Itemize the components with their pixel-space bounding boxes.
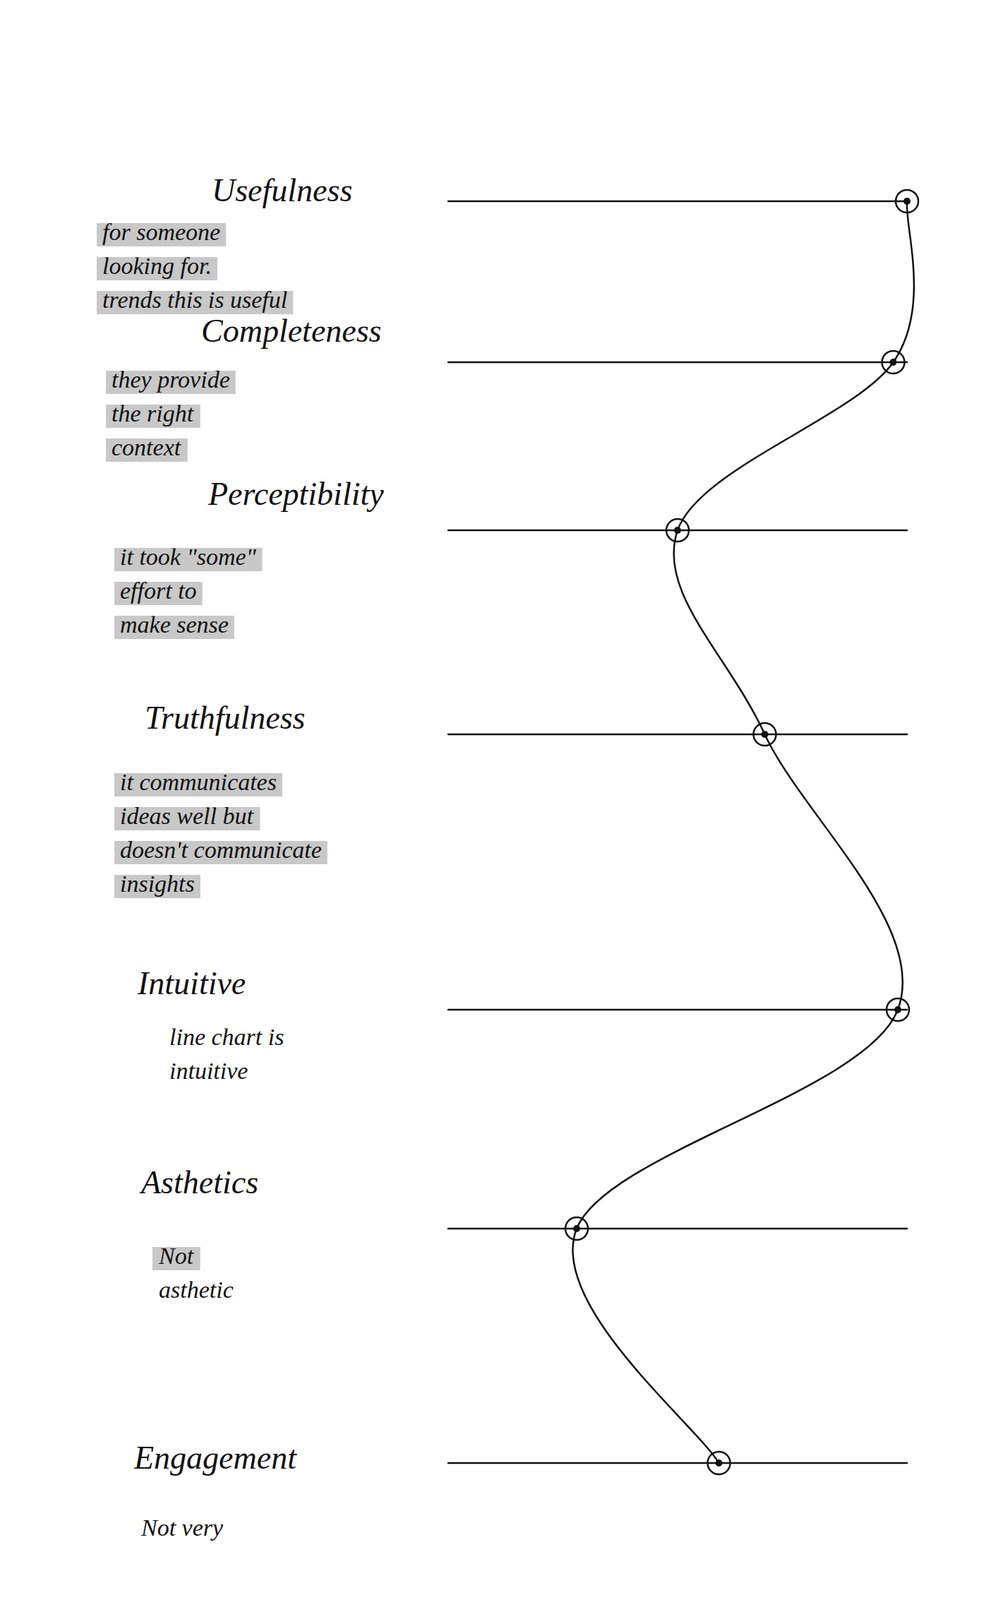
point-ring <box>707 1451 731 1474</box>
point-ring <box>565 1216 588 1240</box>
note: Not <box>158 1242 195 1269</box>
labels: Usefulness for someone looking for. trends … <box>102 172 384 1541</box>
chart: Usefulness for someone looking for. trends … <box>0 0 991 1600</box>
point-ring <box>666 518 689 542</box>
note: context <box>111 434 183 461</box>
note: Not very <box>140 1514 224 1541</box>
point <box>886 998 910 1021</box>
note: insights <box>119 870 195 897</box>
point-dot <box>894 1005 902 1013</box>
axis-line <box>448 200 908 203</box>
note: they provide <box>111 366 231 393</box>
axis-line <box>448 1227 908 1230</box>
axis-line <box>448 1008 908 1011</box>
note: ideas well but <box>119 802 255 829</box>
axis-line <box>448 733 908 736</box>
category-label: Intuitive <box>136 964 246 1001</box>
point <box>707 1451 731 1474</box>
point-dot <box>573 1224 581 1232</box>
point <box>882 350 905 374</box>
category-label: Completeness <box>201 312 382 349</box>
point-dot <box>715 1458 723 1467</box>
note: line chart is <box>169 1023 284 1050</box>
note: the right <box>111 400 195 427</box>
note: asthetic <box>158 1276 234 1303</box>
point-ring <box>753 722 777 746</box>
point <box>753 722 777 746</box>
point-dot <box>903 197 911 205</box>
note: intuitive <box>169 1057 248 1084</box>
point <box>565 1216 588 1240</box>
point <box>895 189 919 213</box>
category-label: Perceptibility <box>207 475 384 512</box>
point <box>666 518 689 542</box>
note: doesn't communicate <box>119 836 322 863</box>
note: it communicates <box>119 768 277 795</box>
note: make sense <box>119 611 229 638</box>
note: looking for. <box>102 252 212 279</box>
point-dot <box>890 358 898 366</box>
category-label: Usefulness <box>211 172 353 209</box>
note: it took "some" <box>119 543 257 570</box>
axis-line <box>448 361 908 364</box>
point-dot <box>674 526 682 534</box>
point-ring <box>895 189 919 213</box>
note: for someone <box>102 218 221 245</box>
note: effort to <box>119 577 197 604</box>
point-ring <box>882 350 905 374</box>
axis-line <box>448 1461 908 1464</box>
point-dot <box>761 730 769 738</box>
note: trends this is useful <box>102 286 288 313</box>
point-ring <box>886 998 910 1021</box>
category-label: Engagement <box>133 1439 298 1476</box>
category-label: Asthetics <box>139 1163 259 1200</box>
category-label: Truthfulness <box>144 699 306 736</box>
profile-line <box>572 201 914 1463</box>
data-marks <box>565 189 919 1474</box>
highlights <box>96 223 328 1270</box>
